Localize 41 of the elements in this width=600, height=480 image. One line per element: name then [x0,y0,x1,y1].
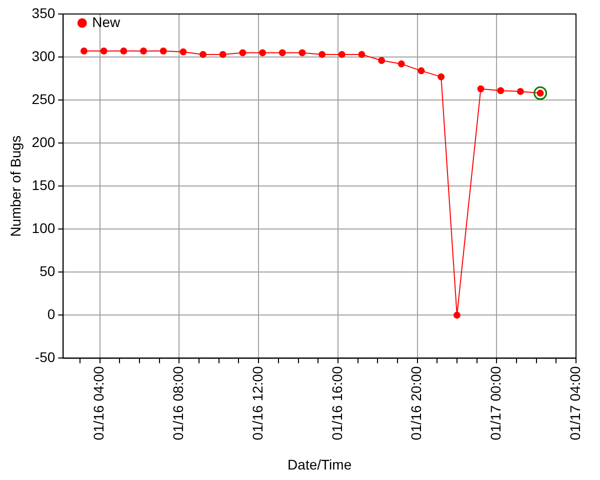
y-tick-label: 100 [32,220,56,236]
point [497,87,504,94]
y-tick-label: -50 [34,349,56,366]
x-tick-label: 01/16 08:00 [170,366,186,440]
point [120,48,128,55]
point [398,60,405,68]
point [160,48,167,55]
point [418,67,425,74]
point [477,85,484,92]
point [100,48,108,55]
point [219,50,226,58]
point [259,49,266,56]
point [338,50,346,58]
x-tick-label: 01/16 04:00 [90,366,107,440]
point [318,50,326,58]
x-tick-label: 01/16 16:00 [328,366,345,440]
x-tick-label: 01/16 20:00 [408,366,424,440]
y-tick-label: 150 [32,176,56,193]
legend-label: New [92,14,122,30]
y-tick-label: 200 [32,134,56,150]
y-tick-label: 0 [47,306,56,322]
point [80,48,88,55]
point [298,49,306,56]
point [358,50,366,58]
x-tick-label: 01/17 00:00 [488,366,504,440]
y-tick-label: 50 [40,263,56,280]
y-tick-label: 300 [32,48,56,64]
x-axis-title: Date/Time [288,456,352,472]
point [278,49,286,56]
y-tick-label: 250 [32,90,56,107]
x-tick-label: 01/16 12:00 [249,366,266,440]
y-axis-title: Number of Bugs [7,136,24,237]
point [378,56,386,64]
point [200,50,207,58]
point [516,88,524,95]
point [239,49,246,56]
point [140,48,148,55]
x-tick-label: 01/17 04:00 [566,366,583,440]
y-tick-label: 350 [32,4,56,21]
point [180,48,187,56]
point [438,73,445,80]
